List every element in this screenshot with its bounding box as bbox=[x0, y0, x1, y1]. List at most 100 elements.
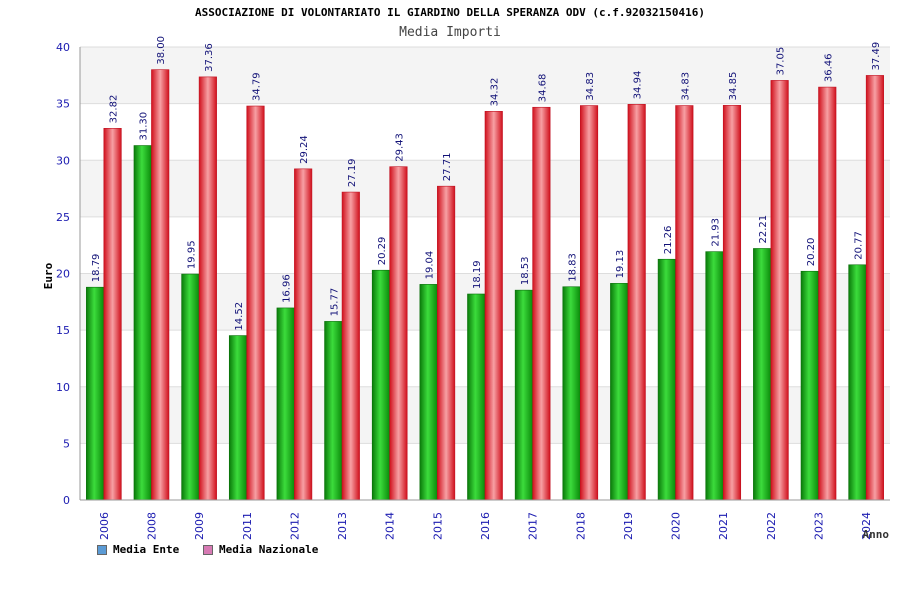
y-axis: 0 5 10 15 20 25 30 35 40 bbox=[56, 41, 81, 507]
bar-media-nazionale bbox=[103, 128, 122, 501]
x-tick-label: 2012 bbox=[288, 512, 301, 540]
y-tick-label: 40 bbox=[56, 41, 70, 54]
bar-media-ente bbox=[181, 273, 200, 501]
data-label: 19.04 bbox=[425, 251, 436, 280]
bar-media-nazionale bbox=[198, 76, 217, 501]
bar-media-ente bbox=[419, 284, 438, 501]
data-label: 18.19 bbox=[472, 260, 483, 289]
x-tick-label: 2017 bbox=[527, 512, 540, 540]
data-label: 34.94 bbox=[633, 71, 644, 100]
x-tick-label: 2011 bbox=[241, 512, 254, 540]
bar-media-ente bbox=[514, 289, 533, 501]
data-label: 21.93 bbox=[710, 218, 721, 247]
data-label: 34.83 bbox=[585, 72, 596, 101]
data-label: 36.46 bbox=[823, 53, 834, 82]
bar-media-nazionale bbox=[151, 69, 170, 501]
data-label: 34.32 bbox=[490, 78, 501, 107]
x-tick-label: 2014 bbox=[384, 512, 397, 540]
data-label: 37.49 bbox=[871, 42, 882, 71]
bar-media-ente bbox=[133, 145, 152, 501]
x-tick-label: 2024 bbox=[860, 512, 873, 540]
y-tick-label: 25 bbox=[56, 211, 70, 224]
x-axis-label: Anno bbox=[863, 528, 890, 541]
data-label: 34.79 bbox=[252, 72, 263, 101]
data-label: 32.82 bbox=[109, 95, 120, 124]
bar-media-nazionale bbox=[437, 185, 456, 501]
data-label: 20.29 bbox=[377, 237, 388, 266]
data-label: 20.20 bbox=[806, 238, 817, 267]
legend-swatch-nazionale bbox=[203, 544, 213, 555]
y-tick-label: 5 bbox=[63, 437, 70, 450]
legend-label-ente: Media Ente bbox=[113, 543, 180, 556]
bar-media-nazionale bbox=[341, 191, 360, 501]
bar-media-ente bbox=[610, 283, 629, 501]
y-tick-label: 35 bbox=[56, 98, 70, 111]
x-tick-label: 2022 bbox=[765, 512, 778, 540]
data-label: 38.00 bbox=[156, 36, 167, 65]
data-label: 19.95 bbox=[186, 240, 197, 269]
data-label: 37.36 bbox=[204, 43, 215, 72]
x-tick-label: 2008 bbox=[145, 512, 158, 540]
data-label: 18.53 bbox=[520, 257, 531, 286]
legend-swatch-ente bbox=[97, 544, 107, 555]
data-label: 27.19 bbox=[347, 158, 358, 187]
bar-media-ente bbox=[753, 248, 772, 501]
data-label: 19.13 bbox=[615, 250, 626, 279]
data-label: 34.68 bbox=[537, 74, 548, 103]
x-tick-label: 2021 bbox=[717, 512, 730, 540]
y-tick-label: 15 bbox=[56, 324, 70, 337]
bar-media-ente bbox=[467, 293, 486, 501]
chart-title: ASSOCIAZIONE DI VOLONTARIATO IL GIARDINO… bbox=[195, 6, 705, 19]
bar-media-nazionale bbox=[484, 111, 503, 501]
y-tick-label: 30 bbox=[56, 154, 70, 167]
bar-media-ente bbox=[562, 286, 581, 501]
bars bbox=[86, 69, 884, 501]
legend-label-nazionale: Media Nazionale bbox=[219, 543, 319, 556]
bar-media-nazionale bbox=[389, 166, 408, 501]
bar-media-nazionale bbox=[246, 105, 265, 501]
data-label: 15.77 bbox=[329, 288, 340, 317]
bar-media-nazionale bbox=[770, 80, 789, 501]
y-tick-label: 10 bbox=[56, 381, 70, 394]
data-label: 14.52 bbox=[234, 302, 245, 331]
data-label: 34.85 bbox=[728, 72, 739, 101]
bar-media-ente bbox=[371, 269, 391, 501]
data-label: 34.83 bbox=[680, 72, 691, 101]
bar-media-ente bbox=[276, 307, 295, 501]
data-label: 21.26 bbox=[663, 226, 674, 255]
data-label: 29.43 bbox=[394, 133, 405, 162]
data-label: 16.96 bbox=[282, 274, 293, 303]
legend-item-ente: Media Ente bbox=[97, 543, 179, 556]
bar-media-ente bbox=[86, 286, 105, 501]
bar-media-nazionale bbox=[294, 168, 313, 501]
x-tick-label: 2013 bbox=[336, 512, 349, 540]
data-labels: 18.79 32.82 31.30 38.00 19.95 37.36 14.52 34.79… bbox=[91, 36, 882, 331]
data-label: 29.24 bbox=[299, 135, 310, 164]
bar-media-ente bbox=[800, 270, 819, 501]
data-label: 18.79 bbox=[91, 254, 102, 283]
legend-item-nazionale: Media Nazionale bbox=[203, 543, 318, 556]
bar-media-nazionale bbox=[722, 105, 742, 501]
data-label: 27.71 bbox=[442, 153, 453, 182]
data-label: 20.77 bbox=[853, 231, 864, 260]
x-tick-label: 2006 bbox=[98, 512, 111, 540]
bar-media-nazionale bbox=[865, 75, 884, 501]
data-label: 22.21 bbox=[758, 215, 769, 244]
x-tick-label: 2018 bbox=[574, 512, 587, 540]
bar-media-ente bbox=[657, 258, 676, 501]
chart-subtitle: Media Importi bbox=[399, 25, 501, 40]
x-tick-label: 2019 bbox=[622, 512, 635, 540]
bar-media-nazionale bbox=[675, 105, 694, 501]
bar-media-ente bbox=[228, 335, 248, 501]
data-label: 31.30 bbox=[139, 112, 150, 141]
x-tick-label: 2023 bbox=[813, 512, 826, 540]
y-tick-label: 0 bbox=[63, 494, 70, 507]
bar-media-nazionale bbox=[627, 104, 646, 501]
x-tick-label: 2016 bbox=[479, 512, 492, 540]
bar-media-nazionale bbox=[579, 105, 599, 501]
y-axis-label: Euro bbox=[42, 262, 55, 289]
data-label: 37.05 bbox=[776, 47, 787, 76]
bar-media-ente bbox=[324, 321, 343, 501]
bar-media-ente bbox=[705, 251, 724, 501]
